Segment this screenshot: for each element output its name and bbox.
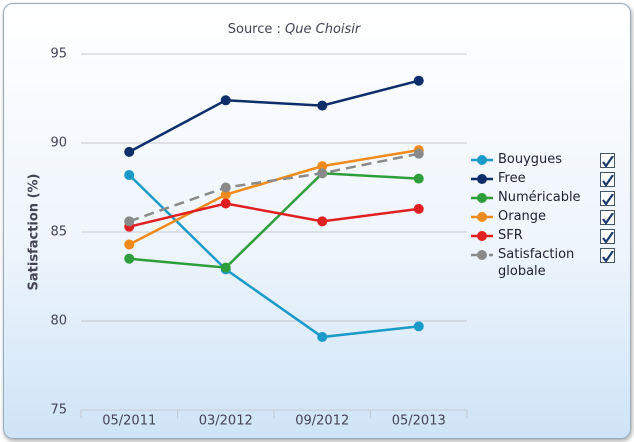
data-point [413,203,424,214]
legend-item[interactable]: Satisfaction globale [470,246,620,280]
series-line [128,148,419,246]
check-mark [602,212,614,225]
data-point [317,168,328,179]
data-point [413,75,424,86]
legend-swatch [471,174,493,184]
data-point [413,173,424,184]
series-line [128,174,419,339]
check-icon [602,231,614,244]
legend-checkbox[interactable] [600,153,615,168]
legend-label: Orange [498,209,547,224]
data-point [124,253,135,264]
legend-checkbox[interactable] [600,191,615,206]
y-axis-label: Satisfaction (%) [27,174,42,291]
series-line [128,79,420,154]
series-line [128,152,419,223]
data-point [220,95,231,106]
legend-checkbox[interactable] [600,248,615,263]
legend-checkbox[interactable] [600,229,615,244]
legend-label: Satisfaction globale [498,247,575,279]
subtitle-text: Source : [228,22,281,37]
legend-label: Numéricable [498,190,581,205]
data-point [220,189,231,200]
legend-swatch [471,193,493,203]
legend-swatch [471,231,493,241]
y-tick-label: 90 [50,136,67,151]
check-mark [602,231,614,244]
legend-marker [477,155,487,165]
series-line [128,202,419,228]
x-tick-label: 03/2012 [199,414,253,429]
data-point [413,321,424,332]
y-tick-label: 80 [50,314,67,329]
data-point [317,332,328,343]
check-icon [602,250,614,263]
legend-item[interactable]: Numéricable [470,189,620,206]
x-tick-label: 09/2012 [295,414,349,429]
data-point [124,239,135,250]
data-point [317,100,328,111]
data-point [220,182,231,193]
data-point [317,216,328,227]
check-icon [602,155,614,168]
legend-item[interactable]: Free [470,170,620,187]
legend-swatch [471,250,493,260]
chart: Source : Que Choisir Satisfaction (%) 75… [27,22,468,429]
data-point [413,148,424,159]
data-point [124,216,135,227]
legend-checkbox[interactable] [600,172,615,187]
data-point [124,146,135,157]
legend-swatch [471,155,493,165]
check-icon [602,212,614,225]
legend-marker [477,174,487,184]
legend: Bouygues Free Numéricable Orange SFR Satisfac… [470,151,620,282]
legend-marker [477,231,487,241]
series-line [129,171,419,269]
legend-label: SFR [498,228,523,243]
y-tick-label: 85 [50,225,67,240]
legend-item[interactable]: SFR [470,227,620,244]
check-mark [602,174,614,187]
legend-marker [477,250,487,260]
legend-item[interactable]: Orange [470,208,620,225]
check-mark [602,155,614,168]
legend-marker [477,193,487,203]
check-mark [602,193,614,206]
legend-marker [477,212,487,222]
subtitle: Source : Que Choisir [228,22,362,37]
legend-label: Bouygues [498,152,563,167]
x-tick-label: 05/2013 [392,414,446,429]
chart-frame: Source : Que Choisir Satisfaction (%) 75… [3,3,631,439]
legend-label: Free [498,171,526,186]
legend-item[interactable]: Bouygues [470,151,620,168]
check-icon [602,193,614,206]
data-point [317,161,328,172]
legend-swatch [471,212,493,222]
data-point [124,170,135,181]
y-tick-label: 95 [50,47,67,62]
data-point [220,198,231,209]
y-tick-label: 75 [50,403,67,418]
subtitle-source: Que Choisir [285,22,362,37]
legend-checkbox[interactable] [600,210,615,225]
x-tick-label: 05/2011 [102,414,156,429]
check-icon [602,174,614,187]
check-mark [602,250,614,263]
data-point [220,262,231,273]
